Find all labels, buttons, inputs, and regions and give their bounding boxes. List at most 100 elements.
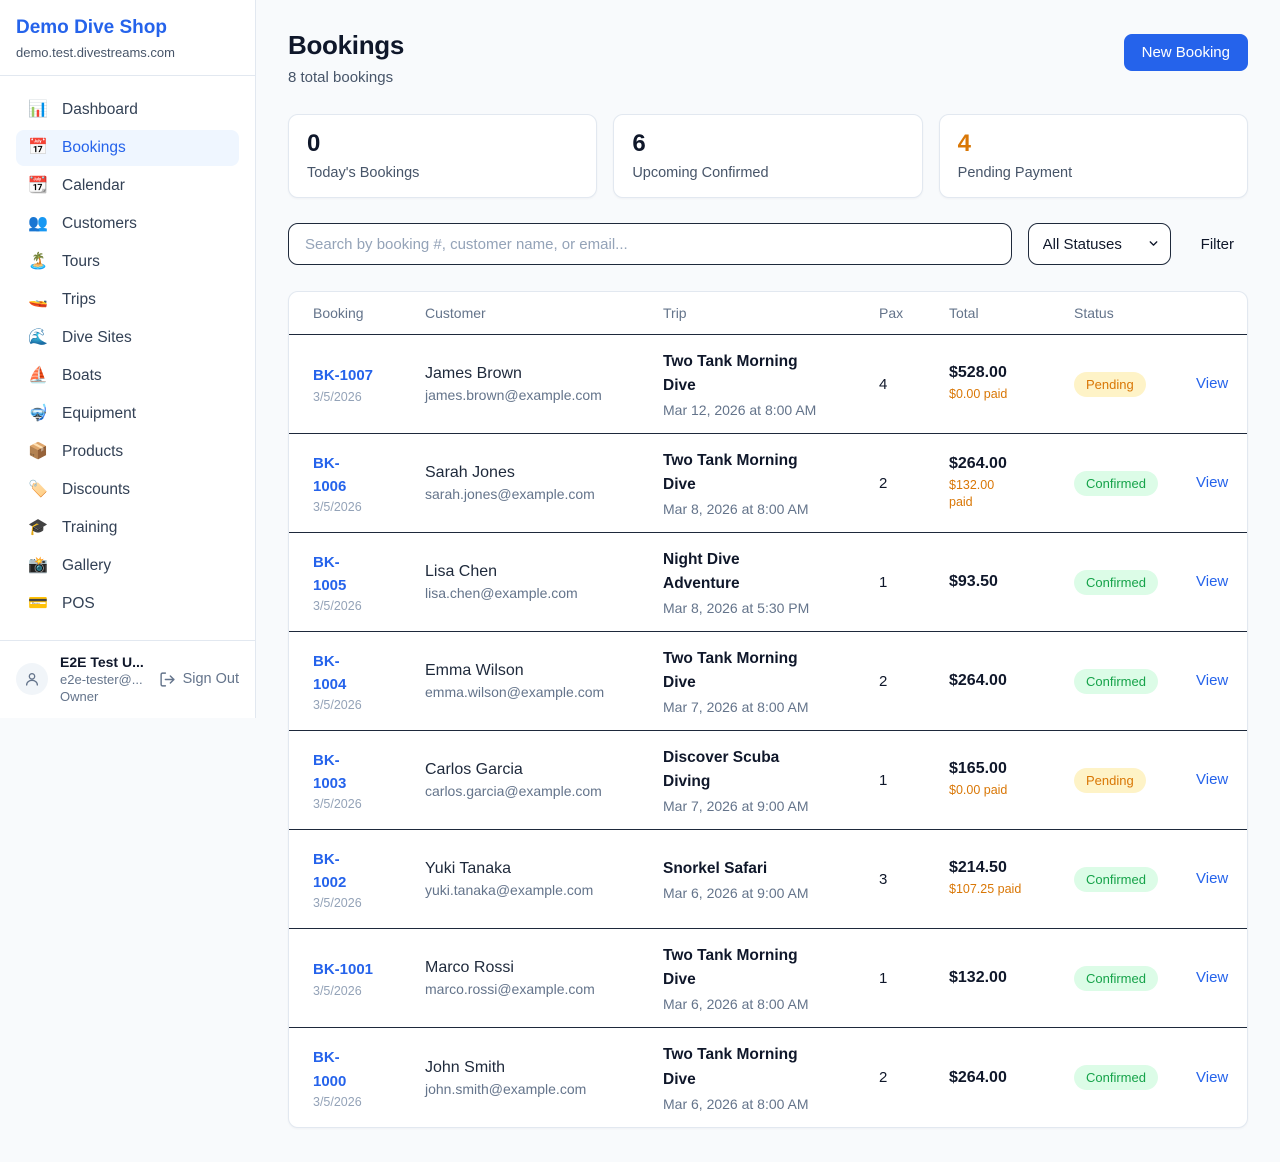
sidebar-item[interactable]: 🚤 Trips: [16, 282, 239, 318]
total-amount: $165.00: [949, 760, 1007, 778]
sidebar-item[interactable]: 📊 Dashboard: [16, 92, 239, 128]
status-cell: Confirmed: [1074, 965, 1196, 991]
avatar: [16, 663, 48, 695]
sidebar-item-label: Tours: [62, 253, 100, 270]
sidebar-item[interactable]: 📆 Calendar: [16, 168, 239, 204]
sign-out-button[interactable]: Sign Out: [159, 671, 239, 688]
sidebar-item[interactable]: 🏝️ Tours: [16, 244, 239, 280]
pax-value: 3: [879, 870, 888, 888]
customer-name: James Brown: [425, 365, 522, 382]
booking-id-link[interactable]: BK-1007: [313, 367, 374, 385]
status-cell: Pending: [1074, 371, 1196, 397]
actions-cell: View: [1196, 870, 1231, 888]
trip-datetime: Mar 6, 2026 at 9:00 AM: [663, 885, 809, 901]
sidebar-item[interactable]: 📅 Bookings: [16, 130, 239, 166]
customer-email: james.brown@example.com: [425, 387, 602, 403]
trip-cell: Two Tank Morning Dive Mar 8, 2026 at 8:0…: [663, 449, 879, 517]
sidebar-item[interactable]: ⛵ Boats: [16, 358, 239, 394]
total-amount: $264.00: [949, 1068, 1007, 1086]
sidebar-item[interactable]: 🌊 Dive Sites: [16, 320, 239, 356]
view-link[interactable]: View: [1196, 672, 1229, 689]
view-link[interactable]: View: [1196, 771, 1229, 788]
paid-amount: $0.00 paid: [949, 387, 1008, 402]
new-booking-button[interactable]: New Booking: [1123, 34, 1248, 71]
sidebar-item[interactable]: 📸 Gallery: [16, 548, 239, 584]
trip-datetime: Mar 6, 2026 at 8:00 AM: [663, 996, 809, 1013]
sidebar-item[interactable]: 🤿 Equipment: [16, 396, 239, 432]
actions-cell: View: [1196, 969, 1231, 987]
status-badge: Confirmed: [1074, 1065, 1158, 1090]
pax-value: 4: [879, 375, 888, 393]
pos-icon: 💳: [28, 595, 48, 612]
page-subtitle: 8 total bookings: [288, 69, 394, 86]
sign-out-label: Sign Out: [182, 671, 239, 687]
booking-id-link[interactable]: BK- 1002: [313, 850, 347, 891]
calendar-icon: 📆: [28, 177, 48, 194]
stat-value: 0: [307, 130, 321, 157]
table-row: BK-1007 3/5/2026 James Brown james.brown…: [289, 335, 1247, 434]
status-cell: Pending: [1074, 767, 1196, 793]
trip-datetime: Mar 6, 2026 at 8:00 AM: [663, 1095, 809, 1112]
status-cell: Confirmed: [1074, 470, 1196, 496]
trip-name: Night Dive Adventure: [663, 550, 740, 592]
trip-datetime: Mar 12, 2026 at 8:00 AM: [663, 402, 817, 419]
sidebar-item[interactable]: 🎓 Training: [16, 510, 239, 546]
view-link[interactable]: View: [1196, 969, 1229, 986]
brand-name: Demo Dive Shop: [16, 17, 167, 38]
booking-cell: BK- 1002 3/5/2026: [313, 848, 425, 911]
sidebar-item[interactable]: 👥 Customers: [16, 206, 239, 242]
sidebar-item[interactable]: 💳 POS: [16, 586, 239, 622]
sidebar-item[interactable]: 🏷️ Discounts: [16, 472, 239, 508]
column-header-pax: Pax: [879, 305, 904, 321]
stat-pending-payment: 4 Pending Payment: [938, 114, 1248, 198]
customer-cell: Yuki Tanaka yuki.tanaka@example.com: [425, 860, 663, 898]
customer-name: Sarah Jones: [425, 464, 515, 481]
booking-id-link[interactable]: BK- 1006: [313, 454, 347, 495]
view-link[interactable]: View: [1196, 1068, 1229, 1086]
stat-upcoming-confirmed: 6 Upcoming Confirmed: [613, 114, 923, 198]
status-badge: Confirmed: [1074, 866, 1158, 892]
view-link[interactable]: View: [1196, 870, 1229, 887]
status-badge: Pending: [1074, 767, 1146, 793]
view-link[interactable]: View: [1196, 375, 1229, 392]
view-link[interactable]: View: [1196, 573, 1229, 590]
customer-email: lisa.chen@example.com: [425, 585, 578, 601]
view-link[interactable]: View: [1196, 474, 1229, 491]
booking-cell: BK- 1005 3/5/2026: [313, 551, 425, 614]
booking-cell: BK- 1000 3/5/2026: [313, 1046, 425, 1109]
discounts-icon: 🏷️: [28, 481, 48, 498]
column-header-customer: Customer: [425, 305, 486, 321]
booking-id-link[interactable]: BK- 1004: [313, 652, 347, 693]
filter-button[interactable]: Filter: [1187, 236, 1248, 253]
bookings-table: Booking Customer Trip Pax Total Status B…: [288, 291, 1248, 1128]
customer-email: john.smith@example.com: [425, 1080, 587, 1097]
trips-icon: 🚤: [28, 291, 48, 308]
booking-id-link[interactable]: BK- 1000: [313, 1049, 347, 1090]
trip-datetime: Mar 8, 2026 at 8:00 AM: [663, 501, 809, 518]
booking-id-link[interactable]: BK- 1003: [313, 751, 347, 792]
trip-name: Snorkel Safari: [663, 859, 768, 877]
paid-amount: $107.25 paid: [949, 882, 1022, 897]
user-name: E2E Test U...: [60, 654, 144, 670]
sidebar: Demo Dive Shop demo.test.divestreams.com…: [0, 0, 256, 718]
booking-date: 3/5/2026: [313, 389, 362, 404]
status-badge: Confirmed: [1074, 965, 1158, 991]
status-badge: Confirmed: [1074, 569, 1158, 595]
customer-cell: Marco Rossi marco.rossi@example.com: [425, 959, 663, 997]
actions-cell: View: [1196, 771, 1231, 789]
booking-date: 3/5/2026: [313, 983, 362, 998]
sidebar-item[interactable]: 📦 Products: [16, 434, 239, 470]
table-row: BK- 1003 3/5/2026 Carlos Garcia carlos.g…: [289, 731, 1247, 830]
booking-id-link[interactable]: BK-1001: [313, 961, 374, 979]
column-header-status: Status: [1074, 305, 1114, 321]
status-filter: All Statuses: [1027, 223, 1171, 265]
trip-name: Two Tank Morning Dive: [663, 352, 798, 394]
page-header: Bookings 8 total bookings New Booking: [288, 30, 1248, 86]
booking-id-link[interactable]: BK- 1005: [313, 553, 347, 594]
trip-name: Two Tank Morning Dive: [663, 649, 798, 691]
status-filter-select[interactable]: All Statuses: [1027, 223, 1171, 265]
total-amount: $528.00: [949, 364, 1007, 382]
search-input[interactable]: [288, 223, 1012, 265]
customer-name: Carlos Garcia: [425, 761, 523, 778]
training-icon: 🎓: [28, 519, 48, 536]
